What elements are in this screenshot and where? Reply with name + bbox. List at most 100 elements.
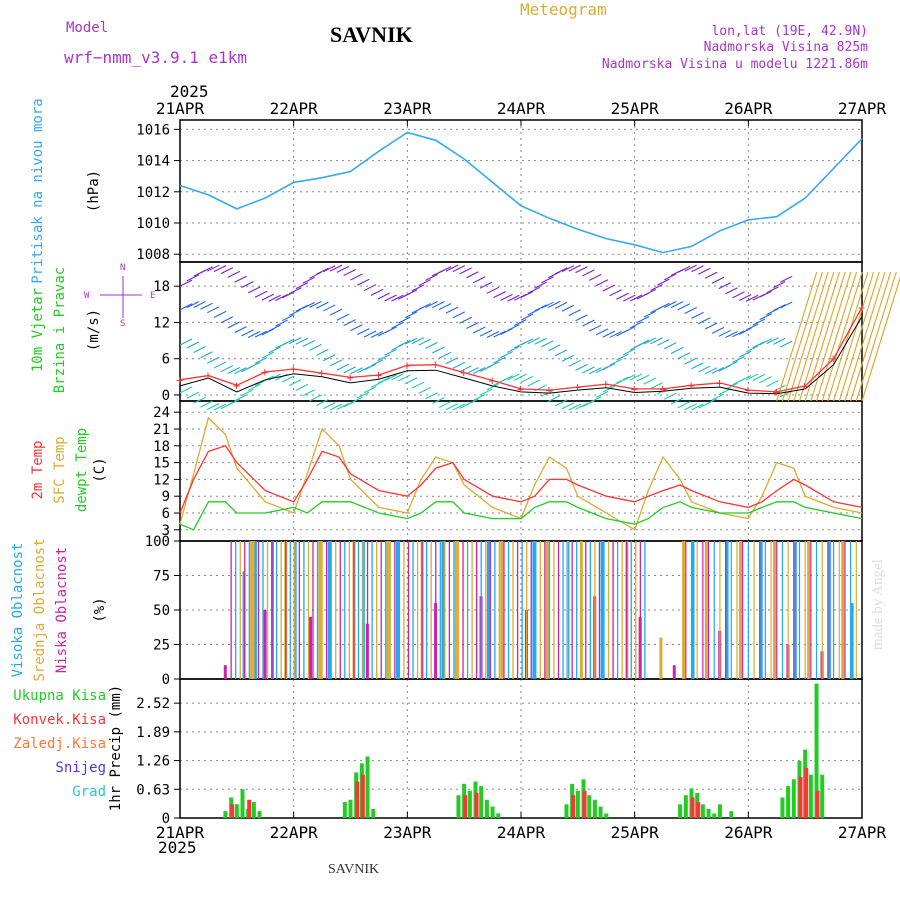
wind-speed-marker: + [432,358,439,372]
compass-s: S [120,319,125,329]
cloud-bar [827,541,831,679]
product-title: Meteogram [520,0,607,19]
wind-barb [582,319,595,327]
wind-barb [657,278,670,286]
wind-barb [554,267,568,275]
wind-barb [704,271,718,279]
wind-side-label-2: Brzina i Pravac [52,267,68,393]
wind-barb [473,393,486,401]
y-tick-label: 1012 [136,185,170,201]
wind-barb [329,264,343,272]
wind-unit-label: (m/s) [86,309,102,351]
wind-barb [718,329,732,337]
cloud-bar [600,541,604,679]
precip-bar [815,790,820,818]
wind-barb [227,270,240,278]
cloud-bar [682,541,686,679]
wind-barb [425,341,438,349]
wind-barb [602,284,616,292]
precip-bar [490,806,495,818]
precip-bar [786,786,791,818]
wind-barb [363,386,377,394]
wind-barb [363,363,377,371]
wind-barb [179,338,193,346]
y-tick-label: 15 [153,456,170,472]
wind-barb [623,326,636,334]
cloud-high-side-label: Visoka Oblacnost [10,543,26,678]
wind-barb [425,273,438,281]
precip-bar [706,808,711,818]
wind-barb [798,271,841,402]
wind-barb [738,327,752,335]
wind-barb [479,388,493,396]
wind-barb [738,374,752,382]
wind-barb [861,276,900,402]
wind-barb [227,398,240,406]
precip-bar [365,756,370,818]
wind-barb [787,271,829,402]
y-tick-label: 6 [162,506,170,522]
wind-barb [568,264,581,272]
wind-barb [520,313,534,321]
wind-barb [302,276,316,284]
wind-barb [657,302,670,310]
precip-bar [360,774,365,818]
wind-barb [554,301,568,309]
wind-barb [629,373,643,381]
wind-barb [302,389,316,397]
cloud-bar [395,541,399,679]
wind-barb [643,310,657,318]
credit-label: made by Angel [870,559,886,650]
wind-barb [855,271,897,402]
wind-barb [377,376,391,384]
wind-speed-marker: + [602,377,609,391]
wind-barb [275,293,288,301]
wind-barb [200,266,213,274]
footer-station: SAVNIK [328,862,380,877]
wind-barb [418,279,431,287]
wind-barb [363,284,377,292]
y-tick-label: 12 [153,315,170,331]
wind-barb [207,264,220,272]
wind-barb [404,377,418,385]
wind-barb [411,337,425,345]
wind-barb [213,264,227,272]
time-tick-top: 21APR [156,99,205,118]
wind-barb [833,271,875,402]
wind-barb [282,291,295,299]
precip-bar [456,795,461,818]
precip-bar [808,774,813,818]
wind-barb [254,357,268,364]
y-tick-label: 3 [162,523,170,539]
wind-barb [220,267,234,275]
wind-barb [247,330,261,338]
wind-barb [459,267,472,275]
precip-bar [814,683,819,818]
wind-barb [486,383,500,391]
year-top: 2025 [170,82,209,101]
wind-barb [261,293,275,301]
wind-speed-marker: + [631,382,638,396]
wind-barb [302,301,316,309]
wind-barb [479,281,493,289]
precip-bar [348,799,353,818]
wind-barb [793,271,835,402]
wind-barb [548,344,561,352]
wind-barb [725,360,738,368]
wind-barb [295,337,309,345]
precip-bar [696,802,701,818]
model-label: Model [66,20,109,36]
wind-barb [309,300,322,308]
wind-barb [752,318,766,326]
wind-barb [186,301,200,309]
t2m-side-label: 2m Temp [30,440,46,499]
wind-barb [691,403,704,411]
wind-barb [684,306,697,314]
wind-barb [609,358,622,366]
wind-speed-marker: + [858,300,865,314]
wind-barb [773,384,786,392]
wind-barb [636,339,650,347]
wind-barb [759,338,772,346]
cloud-bar [793,541,797,679]
